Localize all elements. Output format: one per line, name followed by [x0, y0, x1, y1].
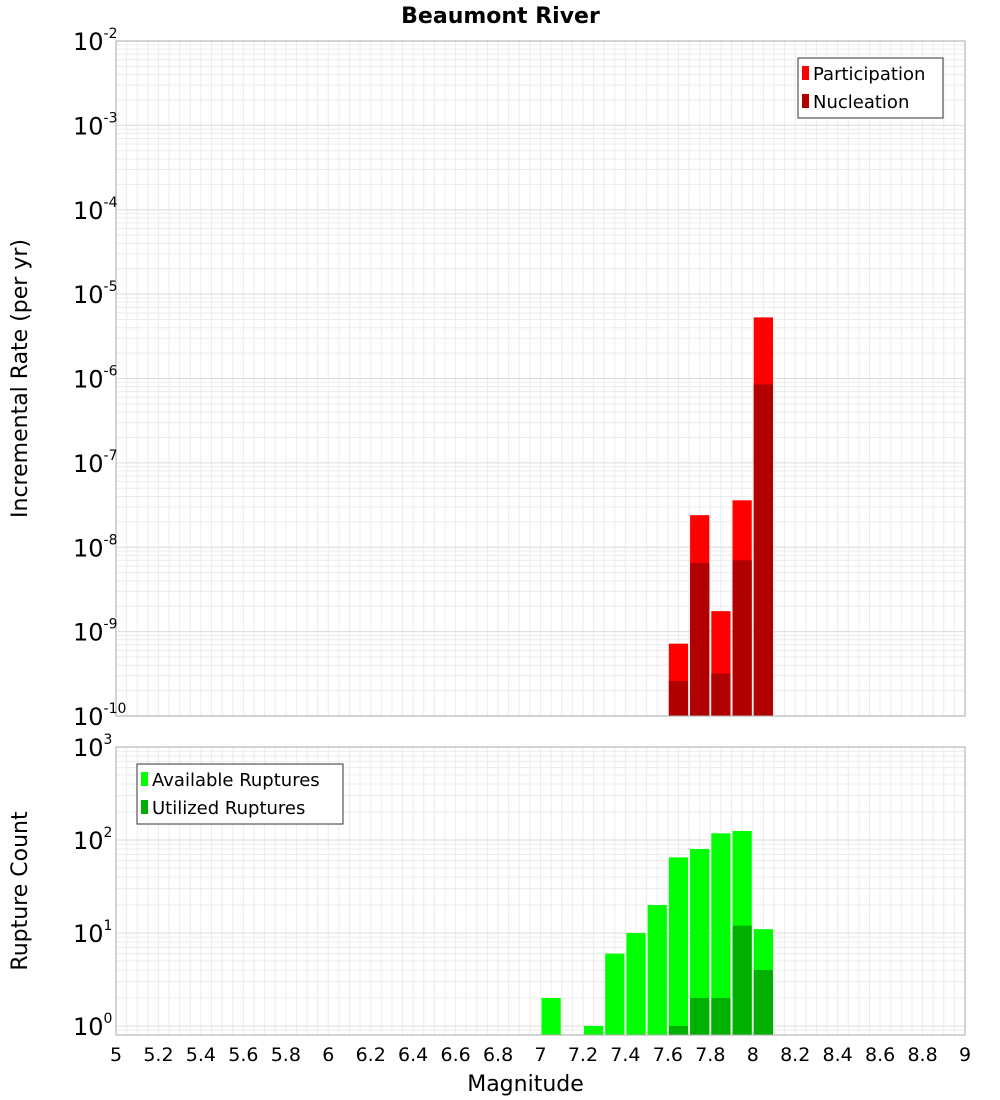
plot-1: 10-10 10-9 10-8 10-7 10-6 10-5 10-4 10-3 10-2 Bea… — [8, 4, 965, 731]
chart-root: 10-10 10-9 10-8 10-7 10-6 10-5 10-4 10-3 10-2 Bea… — [0, 0, 1000, 1100]
x-tick-label: 7.4 — [610, 1044, 640, 1066]
y-tick-label: 10-7 — [73, 448, 118, 478]
y-tick-label: 10-5 — [73, 279, 118, 309]
y-tick-label: 10-8 — [73, 532, 118, 562]
legend-label: Utilized Ruptures — [152, 798, 305, 819]
y-tick-label: 101 — [73, 918, 112, 948]
y-tick-label: 10-4 — [73, 195, 118, 225]
legend-label: Available Ruptures — [152, 770, 320, 791]
x-tick-label: 7.2 — [568, 1044, 598, 1066]
legend-label: Nucleation — [813, 92, 909, 113]
bar-nucleation — [754, 384, 773, 716]
bar-available-ruptures — [669, 857, 688, 1035]
y-axis-label: Rupture Count — [8, 811, 33, 971]
bar-utilized-ruptures — [754, 970, 773, 1035]
bar-available-ruptures — [648, 905, 667, 1035]
x-tick-label: 6 — [322, 1044, 334, 1066]
legend-label: Participation — [813, 64, 925, 85]
bar-available-ruptures — [605, 954, 624, 1035]
x-tick-label: 5.8 — [271, 1044, 301, 1066]
bar-utilized-ruptures — [669, 1026, 688, 1035]
legend-swatch — [802, 94, 809, 108]
x-tick-label: 6.4 — [398, 1044, 428, 1066]
x-tick-label: 9 — [959, 1044, 971, 1066]
y-tick-label: 103 — [73, 732, 112, 762]
x-tick-label: 6.2 — [356, 1044, 386, 1066]
bar-nucleation — [690, 563, 709, 716]
x-tick-label: 8.4 — [823, 1044, 853, 1066]
x-tick-label: 5 — [110, 1044, 122, 1066]
y-tick-label: 100 — [73, 1011, 112, 1041]
y-tick-label: 10-9 — [73, 617, 118, 647]
y-tick-label: 102 — [73, 825, 112, 855]
bar-available-ruptures — [542, 998, 561, 1035]
bar-nucleation — [711, 673, 730, 716]
y-tick-label: 10-2 — [73, 26, 118, 56]
y-tick-label: 10-6 — [73, 364, 118, 394]
x-tick-label: 8.2 — [780, 1044, 810, 1066]
x-tick-label: 5.2 — [143, 1044, 173, 1066]
x-tick-label: 8.6 — [865, 1044, 895, 1066]
bar-available-ruptures — [626, 933, 645, 1035]
x-tick-label: 5.4 — [186, 1044, 216, 1066]
x-tick-label: 7 — [534, 1044, 546, 1066]
x-tick-label: 6.6 — [440, 1044, 470, 1066]
legend-swatch — [141, 800, 148, 814]
x-tick-label: 7.8 — [695, 1044, 725, 1066]
y-tick-label: 10-3 — [73, 110, 118, 140]
legend: Participation Nucleation — [798, 58, 943, 118]
bar-utilized-ruptures — [711, 998, 730, 1035]
chart-svg: 10-10 10-9 10-8 10-7 10-6 10-5 10-4 10-3 10-2 Bea… — [0, 0, 1000, 1100]
legend-swatch — [141, 772, 148, 786]
x-axis-label: Magnitude — [467, 1072, 584, 1097]
y-tick-label: 10-10 — [73, 701, 126, 731]
bar-nucleation — [733, 560, 752, 716]
x-tick-label: 8.8 — [907, 1044, 937, 1066]
chart-title: Beaumont River — [401, 4, 600, 29]
legend: Available Ruptures Utilized Ruptures — [137, 764, 343, 824]
x-tick-label: 6.8 — [483, 1044, 513, 1066]
bar-utilized-ruptures — [690, 998, 709, 1035]
y-axis-label: Incremental Rate (per yr) — [8, 239, 33, 518]
x-tick-label: 8 — [747, 1044, 759, 1066]
legend-swatch — [802, 66, 809, 80]
bar-utilized-ruptures — [733, 926, 752, 1035]
x-tick-label: 5.6 — [228, 1044, 258, 1066]
bar-nucleation — [669, 681, 688, 716]
bar-available-ruptures — [584, 1026, 603, 1035]
x-tick-label: 7.6 — [653, 1044, 683, 1066]
